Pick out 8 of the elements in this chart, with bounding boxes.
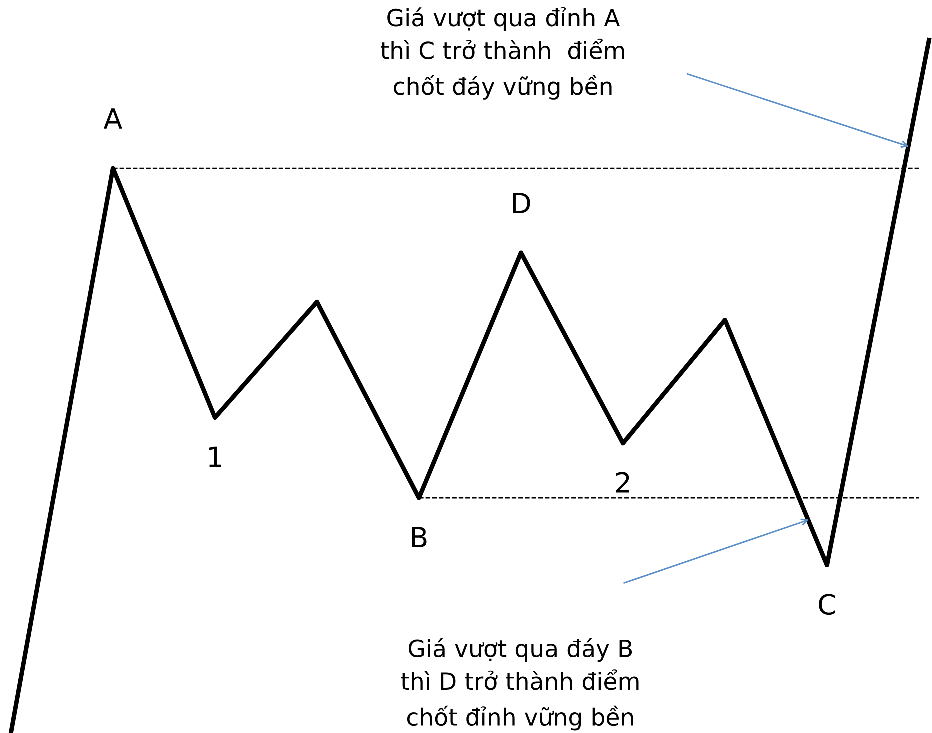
annotation: D bbox=[513, 193, 530, 214]
annotation: Giá vượt qua đáy B thì D trở thành điểm chốt đỉnh vững bền bbox=[401, 638, 639, 731]
annotation: Giá vượt qua đỉnh A thì C trở thành điểm chốt đáy vững bền bbox=[380, 7, 624, 100]
annotation: 2 bbox=[616, 472, 630, 493]
annotation: 1 bbox=[209, 446, 222, 468]
annotation: B bbox=[412, 527, 427, 548]
annotation: C bbox=[819, 594, 836, 616]
annotation: A bbox=[104, 108, 122, 129]
